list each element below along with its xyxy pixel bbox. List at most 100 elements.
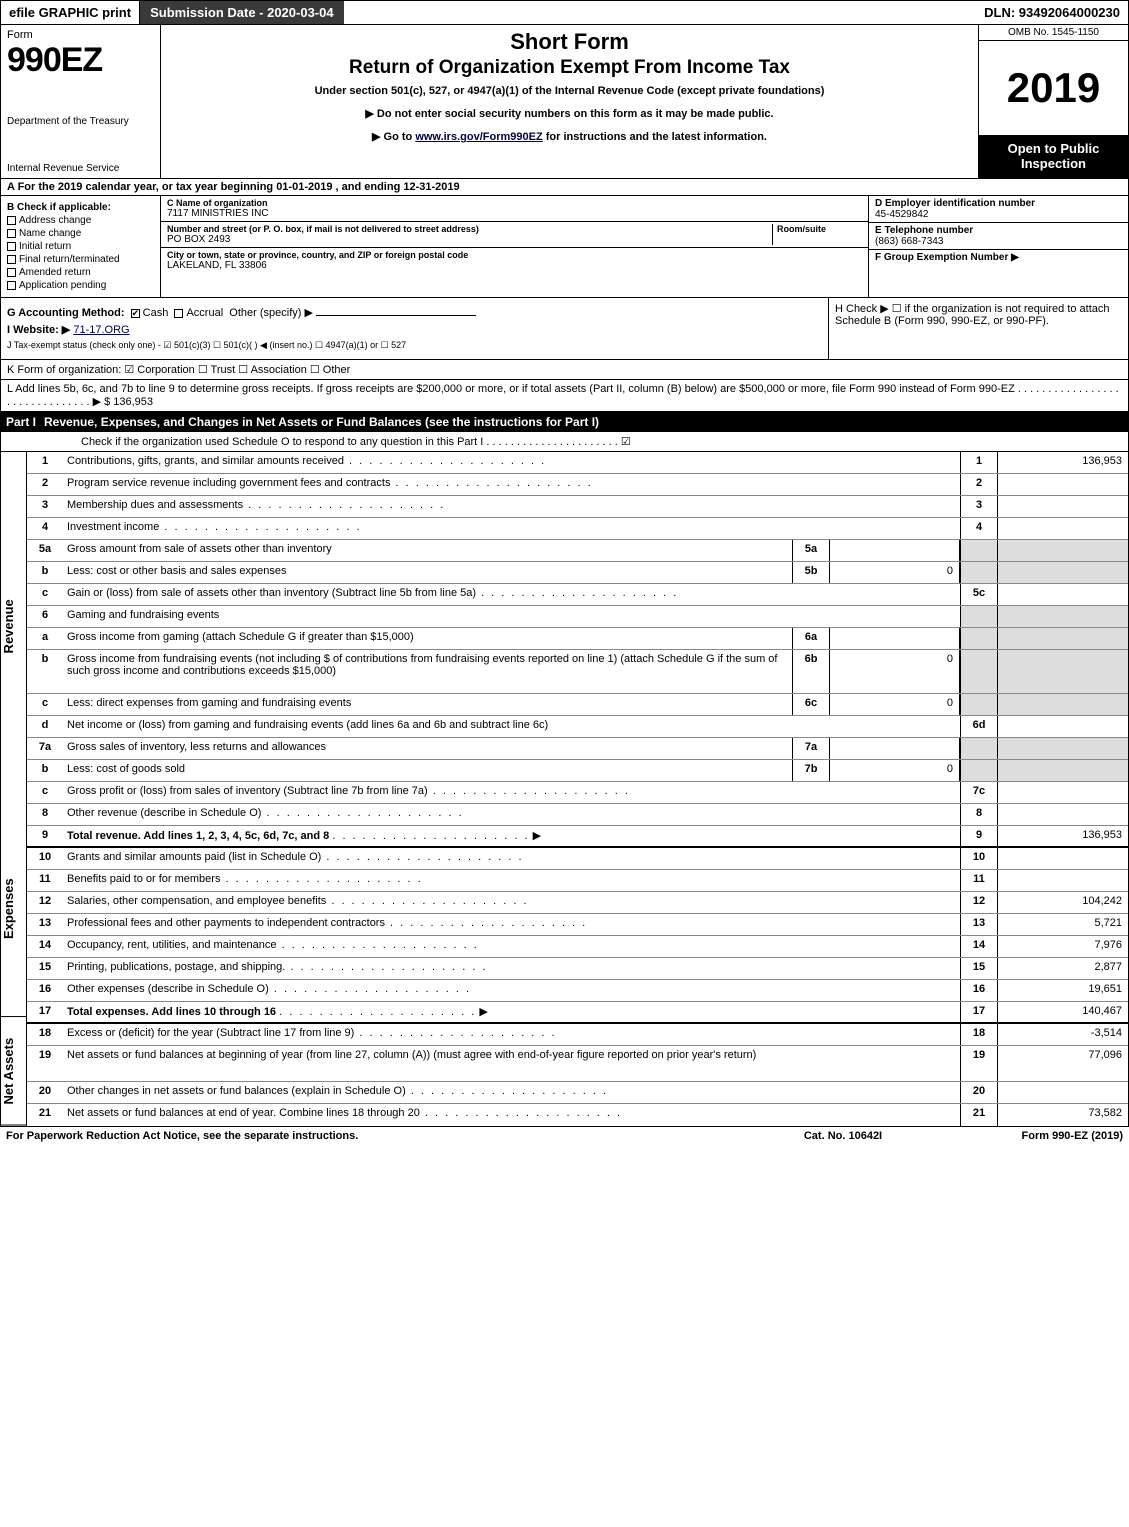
- dln-label: DLN: 93492064000230: [976, 1, 1128, 24]
- title-return: Return of Organization Exempt From Incom…: [169, 57, 970, 79]
- g-accrual-check[interactable]: [174, 309, 183, 318]
- b-initial-return[interactable]: Initial return: [7, 241, 154, 252]
- line-1: 1Contributions, gifts, grants, and simil…: [27, 452, 1128, 474]
- part1-label: Part I: [6, 415, 44, 429]
- section-revenue: Revenue: [1, 452, 26, 801]
- f-label: F Group Exemption Number ▶: [875, 252, 1122, 263]
- ssn-warning: ▶ Do not enter social security numbers o…: [169, 107, 970, 120]
- line-15: 15Printing, publications, postage, and s…: [27, 958, 1128, 980]
- block-bcdef: B Check if applicable: Address change Na…: [0, 196, 1129, 298]
- part1-title: Revenue, Expenses, and Changes in Net As…: [44, 415, 599, 429]
- line-6d: dNet income or (loss) from gaming and fu…: [27, 716, 1128, 738]
- c-name-row: C Name of organization 7117 MINISTRIES I…: [161, 196, 868, 222]
- footer-cat: Cat. No. 10642I: [743, 1130, 943, 1142]
- header-left: Form 990EZ Department of the Treasury In…: [1, 25, 161, 178]
- c-street-label: Number and street (or P. O. box, if mail…: [167, 224, 772, 234]
- line-19: 19Net assets or fund balances at beginni…: [27, 1046, 1128, 1082]
- part1-check-schedule-o: Check if the organization used Schedule …: [0, 432, 1129, 452]
- line-3: 3Membership dues and assessments3: [27, 496, 1128, 518]
- topbar-spacer: [344, 1, 977, 24]
- k-form-org: K Form of organization: ☑ Corporation ☐ …: [0, 360, 1129, 380]
- line-16: 16Other expenses (describe in Schedule O…: [27, 980, 1128, 1002]
- gh-left: G Accounting Method: Cash Accrual Other …: [1, 298, 828, 359]
- org-street: PO BOX 2493: [167, 234, 772, 245]
- c-city-label: City or town, state or province, country…: [167, 250, 862, 260]
- line-12: 12Salaries, other compensation, and empl…: [27, 892, 1128, 914]
- b-final-return[interactable]: Final return/terminated: [7, 254, 154, 265]
- b-application-pending[interactable]: Application pending: [7, 280, 154, 291]
- goto-pre: ▶ Go to: [372, 131, 415, 143]
- phone-value: (863) 668-7343: [875, 236, 1122, 247]
- c-street-row: Number and street (or P. O. box, if mail…: [161, 222, 868, 248]
- line-6a: aGross income from gaming (attach Schedu…: [27, 628, 1128, 650]
- line-11: 11Benefits paid to or for members11: [27, 870, 1128, 892]
- d-ein: D Employer identification number 45-4529…: [869, 196, 1128, 223]
- g-accounting: G Accounting Method: Cash Accrual Other …: [7, 306, 822, 319]
- gh-block: G Accounting Method: Cash Accrual Other …: [0, 298, 1129, 360]
- part1-header: Part I Revenue, Expenses, and Changes in…: [0, 412, 1129, 432]
- open-inspection: Open to Public Inspection: [979, 135, 1128, 178]
- form-number: 990EZ: [7, 41, 154, 80]
- line-6b: bGross income from fundraising events (n…: [27, 650, 1128, 694]
- line-6: 6Gaming and fundraising events: [27, 606, 1128, 628]
- line-7c: cGross profit or (loss) from sales of in…: [27, 782, 1128, 804]
- g-cash-check[interactable]: [131, 309, 140, 318]
- section-netassets: Net Assets: [1, 1017, 26, 1126]
- h-schedule-b: H Check ▶ ☐ if the organization is not r…: [828, 298, 1128, 359]
- b-name-change[interactable]: Name change: [7, 228, 154, 239]
- line-7b: bLess: cost of goods sold7b0: [27, 760, 1128, 782]
- title-short-form: Short Form: [169, 29, 970, 55]
- goto-post: for instructions and the latest informat…: [546, 131, 767, 143]
- i-website: I Website: ▶ 71-17.ORG: [7, 323, 822, 336]
- form-word: Form: [7, 29, 154, 41]
- submission-date: Submission Date - 2020-03-04: [140, 1, 344, 24]
- goto-line: ▶ Go to www.irs.gov/Form990EZ for instru…: [169, 130, 970, 143]
- dept-treasury: Department of the Treasury: [7, 116, 154, 127]
- sidebar: Revenue Expenses Net Assets: [1, 452, 27, 1126]
- line-4: 4Investment income4: [27, 518, 1128, 540]
- block-b-checkboxes: B Check if applicable: Address change Na…: [1, 196, 161, 297]
- line-8: 8Other revenue (describe in Schedule O)8: [27, 804, 1128, 826]
- line-5c: cGain or (loss) from sale of assets othe…: [27, 584, 1128, 606]
- e-phone: E Telephone number (863) 668-7343: [869, 223, 1128, 250]
- efile-label: efile GRAPHIC print: [1, 1, 140, 24]
- c-street-cell: Number and street (or P. O. box, if mail…: [167, 224, 772, 245]
- c-city-row: City or town, state or province, country…: [161, 248, 868, 273]
- line-20: 20Other changes in net assets or fund ba…: [27, 1082, 1128, 1104]
- e-label: E Telephone number: [875, 225, 1122, 236]
- line-10: 10Grants and similar amounts paid (list …: [27, 848, 1128, 870]
- lines-column: 1Contributions, gifts, grants, and simil…: [27, 452, 1128, 1126]
- line-17: 17Total expenses. Add lines 10 through 1…: [27, 1002, 1128, 1024]
- omb-number: OMB No. 1545-1150: [979, 25, 1128, 41]
- room-suite-cell: Room/suite: [772, 224, 862, 245]
- line-18: 18Excess or (deficit) for the year (Subt…: [27, 1024, 1128, 1046]
- footer-form: Form 990-EZ (2019): [943, 1130, 1123, 1142]
- org-city: LAKELAND, FL 33806: [167, 260, 862, 271]
- line-2: 2Program service revenue including gover…: [27, 474, 1128, 496]
- line-9: 9Total revenue. Add lines 1, 2, 3, 4, 5c…: [27, 826, 1128, 848]
- c-name-label: C Name of organization: [167, 198, 862, 208]
- line-14: 14Occupancy, rent, utilities, and mainte…: [27, 936, 1128, 958]
- d-label: D Employer identification number: [875, 198, 1122, 209]
- b-label: B Check if applicable:: [7, 202, 154, 213]
- g-label: G Accounting Method:: [7, 307, 125, 319]
- j-tax-exempt: J Tax-exempt status (check only one) - ☑…: [7, 340, 822, 351]
- b-address-change[interactable]: Address change: [7, 215, 154, 226]
- website-link[interactable]: 71-17.ORG: [73, 324, 129, 336]
- ein-value: 45-4529842: [875, 209, 1122, 220]
- section-expenses: Expenses: [1, 801, 26, 1017]
- irs-label: Internal Revenue Service: [7, 163, 154, 174]
- footer-left: For Paperwork Reduction Act Notice, see …: [6, 1130, 743, 1142]
- l-gross-receipts: L Add lines 5b, 6c, and 7b to line 9 to …: [0, 380, 1129, 412]
- header-center: Short Form Return of Organization Exempt…: [161, 25, 978, 178]
- part1-body: Revenue Expenses Net Assets 1Contributio…: [0, 452, 1129, 1127]
- header-right: OMB No. 1545-1150 2019 Open to Public In…: [978, 25, 1128, 178]
- form-header: Form 990EZ Department of the Treasury In…: [0, 25, 1129, 179]
- b-amended-return[interactable]: Amended return: [7, 267, 154, 278]
- line-5a: 5aGross amount from sale of assets other…: [27, 540, 1128, 562]
- irs-link[interactable]: www.irs.gov/Form990EZ: [415, 131, 542, 143]
- line-6c: cLess: direct expenses from gaming and f…: [27, 694, 1128, 716]
- line-21: 21Net assets or fund balances at end of …: [27, 1104, 1128, 1126]
- line-13: 13Professional fees and other payments t…: [27, 914, 1128, 936]
- line-5b: bLess: cost or other basis and sales exp…: [27, 562, 1128, 584]
